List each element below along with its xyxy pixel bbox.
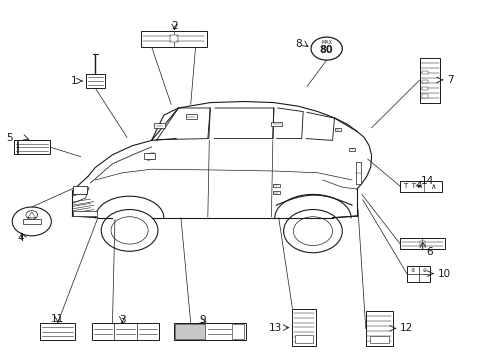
Text: 5: 5	[6, 132, 13, 143]
Bar	[421, 94, 427, 98]
Text: 1: 1	[70, 76, 77, 86]
Bar	[334, 128, 340, 131]
Bar	[419, 58, 439, 103]
Text: 10: 10	[437, 269, 450, 279]
Bar	[295, 335, 312, 343]
Bar	[144, 153, 155, 159]
Text: 4: 4	[18, 233, 24, 243]
Bar	[169, 35, 178, 42]
Bar	[272, 191, 279, 194]
Text: 6: 6	[425, 247, 432, 257]
Bar	[173, 323, 245, 340]
Bar	[85, 74, 105, 88]
Bar	[73, 186, 87, 194]
Text: 2: 2	[171, 21, 178, 31]
Bar	[292, 309, 315, 346]
Bar	[23, 219, 41, 224]
Text: 7: 7	[446, 75, 453, 85]
Text: ⊖: ⊖	[422, 267, 426, 273]
Bar	[348, 148, 354, 151]
Bar	[40, 323, 75, 340]
Bar	[421, 87, 427, 90]
Text: 8: 8	[295, 39, 302, 49]
Text: 12: 12	[399, 323, 412, 333]
Bar	[92, 323, 159, 340]
Bar	[399, 181, 441, 192]
Bar	[421, 80, 427, 83]
Bar	[175, 324, 205, 339]
Bar	[14, 140, 50, 154]
Bar	[272, 184, 279, 187]
Bar	[399, 238, 444, 249]
Text: ①: ①	[410, 267, 414, 273]
Text: 80: 80	[319, 45, 333, 55]
Bar	[141, 31, 206, 47]
Text: 14: 14	[420, 176, 433, 186]
Text: 11: 11	[51, 314, 64, 324]
Text: ∧: ∧	[429, 181, 434, 190]
Bar	[185, 114, 196, 119]
Bar	[271, 122, 282, 126]
Bar	[406, 266, 429, 282]
Bar	[421, 71, 427, 74]
Text: MAX: MAX	[321, 40, 331, 45]
Bar	[369, 336, 388, 343]
Text: 3: 3	[119, 315, 125, 325]
Text: T  T: T T	[402, 183, 415, 189]
Bar	[355, 162, 360, 184]
Circle shape	[416, 185, 420, 188]
Bar	[232, 324, 244, 339]
Bar	[154, 123, 164, 128]
Text: 13: 13	[268, 323, 282, 333]
Bar	[73, 211, 97, 216]
Text: 9: 9	[199, 315, 206, 325]
Bar	[419, 241, 425, 246]
Bar	[365, 311, 392, 346]
